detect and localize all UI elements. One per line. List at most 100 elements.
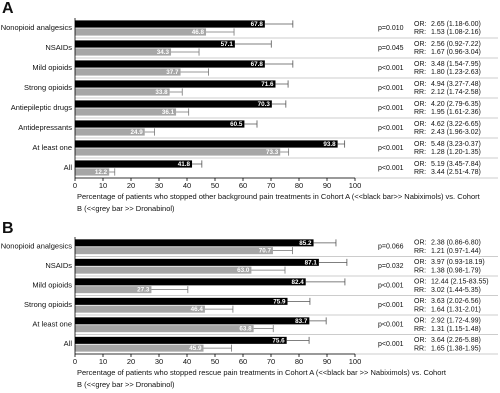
or-label: OR: (414, 21, 427, 28)
error-bar (287, 297, 311, 305)
value-label: 36.1 (162, 109, 175, 116)
error-bar (251, 266, 286, 274)
error-bar (275, 80, 289, 88)
or-label: OR: (414, 337, 427, 344)
error-bar (192, 160, 203, 168)
category-label: All (64, 339, 73, 348)
category-label: Nonopioid analgesics (1, 23, 73, 32)
p-value: p<0.001 (378, 65, 404, 72)
category-label: NSAIDs (45, 261, 72, 270)
rr-value: 1.80 (1.23-2.63) (431, 69, 481, 76)
p-value: p<0.001 (378, 302, 404, 309)
error-bar (169, 88, 183, 96)
bar (75, 239, 314, 247)
value-label: 87.1 (305, 259, 318, 266)
value-label: 45.9 (189, 345, 202, 352)
bar (75, 325, 254, 333)
bar (75, 60, 265, 68)
value-label: 85.2 (299, 240, 312, 247)
or-value: 2.38 (0.86-6.80) (431, 240, 481, 247)
x-tick-label: 30 (155, 181, 163, 190)
value-label: 70.3 (258, 101, 271, 108)
category-label: NSAIDs (45, 43, 72, 52)
value-label: 27.3 (137, 287, 150, 294)
or-value: 3.48 (1.54-7.95) (431, 61, 481, 68)
value-label: 67.8 (251, 21, 264, 28)
error-bar (264, 60, 294, 68)
rr-label: RR: (414, 129, 426, 136)
value-label: 93.8 (323, 141, 336, 148)
rr-value: 2.12 (1.74-2.58) (431, 89, 481, 96)
category-label: At least one (32, 320, 72, 329)
error-bar (203, 344, 232, 352)
x-tick-label: 90 (323, 357, 331, 366)
p-value: p<0.001 (378, 322, 404, 329)
x-tick-label: 80 (295, 181, 303, 190)
x-tick-label: 0 (73, 357, 77, 366)
x-tick-label: 90 (323, 181, 331, 190)
or-label: OR: (414, 61, 427, 68)
rr-label: RR: (414, 49, 426, 56)
bar (75, 120, 245, 128)
p-value: p<0.001 (378, 145, 404, 152)
error-bar (204, 305, 234, 313)
x-tick-label: 80 (295, 357, 303, 366)
bar (75, 48, 172, 56)
error-bar (253, 325, 274, 333)
x-tick-label: 10 (99, 181, 107, 190)
error-bar (272, 247, 293, 255)
rr-label: RR: (414, 169, 426, 176)
bar (75, 148, 281, 156)
error-bar (234, 40, 272, 48)
x-axis-label: B (<<grey bar >> Dronabinol) (77, 204, 175, 213)
rr-value: 2.43 (1.96-3.02) (431, 129, 481, 136)
category-label: At least one (32, 143, 72, 152)
error-bar (309, 317, 327, 325)
bar (75, 317, 310, 325)
error-bar (144, 128, 155, 136)
p-value: p<0.001 (378, 165, 404, 172)
error-bar (280, 148, 290, 156)
value-label: 73.3 (266, 149, 279, 156)
p-value: p=0.010 (378, 25, 404, 32)
rr-label: RR: (414, 267, 426, 274)
value-label: 63.8 (239, 326, 252, 333)
x-tick-label: 20 (127, 357, 135, 366)
bar (75, 344, 204, 352)
rr-value: 1.67 (0.96-3.04) (431, 49, 481, 56)
bar (75, 266, 252, 274)
or-label: OR: (414, 240, 427, 247)
bar (75, 286, 152, 294)
rr-value: 1.28 (1.20-1.35) (431, 149, 481, 156)
x-tick-label: 60 (239, 181, 247, 190)
category-label: All (64, 163, 73, 172)
x-tick-label: 60 (239, 357, 247, 366)
rr-label: RR: (414, 69, 426, 76)
or-label: OR: (414, 298, 427, 305)
x-tick-label: 70 (267, 181, 275, 190)
error-bar (180, 68, 209, 76)
or-value: 2.92 (1.72-4.99) (431, 318, 481, 325)
or-value: 5.19 (3.45-7.84) (431, 161, 481, 168)
bar (75, 40, 235, 48)
x-axis-label: B (<<grey bar >> Dronabinol) (77, 380, 175, 389)
bar (75, 108, 177, 116)
x-tick-label: 70 (267, 357, 275, 366)
value-label: 67.8 (251, 61, 264, 68)
or-label: OR: (414, 81, 427, 88)
error-bar (244, 120, 258, 128)
category-label: Nonopioid analgesics (1, 242, 73, 251)
value-label: 24.9 (130, 129, 143, 136)
bar (75, 336, 287, 344)
rr-value: 3.44 (2.51-4.78) (431, 169, 481, 176)
value-label: 12.2 (95, 169, 108, 176)
category-label: Antiepileptic drugs (11, 103, 73, 112)
panel-label: A (2, 0, 14, 17)
value-label: 83.7 (295, 318, 308, 325)
x-tick-label: 100 (349, 181, 362, 190)
p-value: p=0.045 (378, 45, 404, 52)
panel-label: B (2, 220, 14, 237)
rr-value: 1.21 (0.97-1.44) (431, 248, 481, 255)
bar (75, 140, 338, 148)
or-label: OR: (414, 279, 427, 286)
